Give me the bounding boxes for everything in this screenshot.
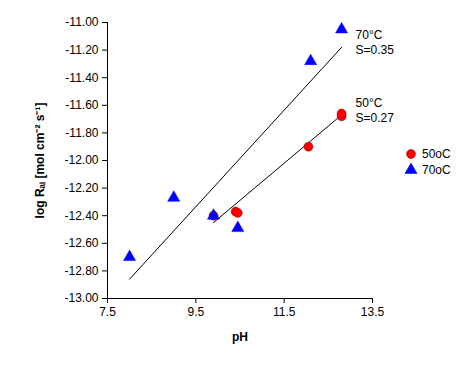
svg-text:-12.40: -12.40 [64,209,98,223]
svg-text:S=0.35: S=0.35 [356,43,395,57]
svg-text:13.5: 13.5 [361,305,385,319]
html-text:70oC: 70oC [422,163,451,177]
svg-text:-11.80: -11.80 [65,126,98,140]
svg-text:-13.00: -13.00 [64,291,98,305]
svg-text:50°C: 50°C [356,96,383,110]
svg-text:70°C: 70°C [356,28,383,42]
svg-text:log Rₐₗ [mol cm⁻² s⁻¹]: log Rₐₗ [mol cm⁻² s⁻¹] [33,103,47,219]
svg-text:-12.00: -12.00 [64,153,98,167]
svg-text:-11.60: -11.60 [65,98,98,112]
svg-text:-11.40: -11.40 [65,71,98,85]
svg-text:-12.80: -12.80 [64,264,98,278]
svg-text:-11.00: -11.00 [65,15,98,29]
html-text:50oC: 50oC [422,147,451,161]
svg-text:9.5: 9.5 [187,305,204,319]
svg-text:-12.60: -12.60 [64,236,98,250]
svg-text:S=0.27: S=0.27 [356,111,395,125]
svg-text:-12.20: -12.20 [64,181,98,195]
svg-text:-11.20: -11.20 [65,43,98,57]
svg-text:11.5: 11.5 [273,305,296,319]
svg-text:7.5: 7.5 [99,305,116,319]
svg-text:pH: pH [232,330,248,344]
